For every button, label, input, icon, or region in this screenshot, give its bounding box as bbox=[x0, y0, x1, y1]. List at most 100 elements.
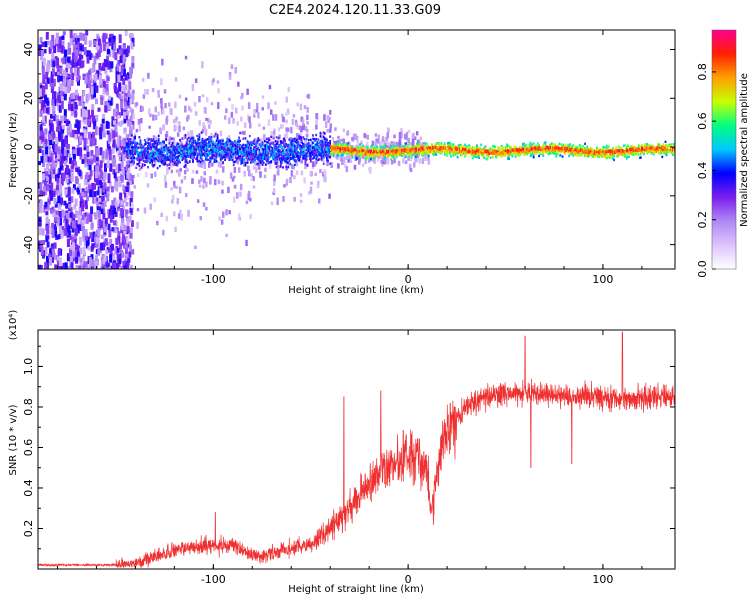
spectrogram-cell bbox=[299, 199, 303, 203]
spectrogram-cell bbox=[261, 152, 264, 155]
spectrogram-cell bbox=[216, 144, 219, 147]
spectrogram-cell bbox=[108, 149, 112, 155]
spectrogram-cell bbox=[287, 149, 290, 153]
spectrogram-cell bbox=[386, 157, 390, 165]
spectrogram-cell bbox=[129, 181, 132, 186]
spectrogram-cell bbox=[123, 230, 127, 235]
spectrogram-cell bbox=[102, 88, 106, 95]
spectrogram-cell bbox=[46, 202, 50, 210]
spectrogram-cell bbox=[42, 99, 46, 107]
spectrogram-cell bbox=[71, 251, 75, 258]
spectrogram-cell bbox=[267, 141, 269, 144]
spectrogram-cell bbox=[130, 42, 134, 50]
spectrogram-cell bbox=[248, 134, 251, 138]
spectrogram-cell bbox=[435, 143, 438, 146]
spectrogram-cell bbox=[244, 155, 247, 158]
spectrogram-cell bbox=[114, 228, 118, 234]
spectrogram-cell bbox=[393, 151, 396, 154]
spectrogram-cell bbox=[256, 163, 259, 166]
spectrogram-cell bbox=[312, 146, 314, 149]
spectrogram-cell bbox=[131, 142, 133, 145]
spectrogram-cell bbox=[82, 230, 86, 239]
spectrogram-cell bbox=[248, 155, 251, 159]
spectrogram-cell bbox=[192, 158, 194, 162]
spectrogram-cell bbox=[49, 257, 53, 266]
spectrogram-cell bbox=[144, 147, 147, 150]
spectrogram-cell bbox=[141, 106, 144, 112]
spectrogram-cell bbox=[309, 158, 312, 161]
spectrogram-cell bbox=[131, 124, 134, 129]
spectrogram-cell bbox=[72, 154, 76, 159]
spectrogram-cell bbox=[306, 121, 309, 125]
spectrogram-cell bbox=[434, 144, 436, 148]
spectrogram-cell bbox=[96, 148, 100, 158]
spectrogram-cell bbox=[125, 186, 129, 192]
spectrogram-cell bbox=[69, 248, 72, 257]
spectrogram-cell bbox=[227, 186, 230, 193]
spectrogram-cell bbox=[366, 146, 369, 149]
spectrogram-cell bbox=[164, 146, 166, 149]
spectrogram-cell bbox=[201, 129, 205, 133]
spectrogram-cell bbox=[437, 147, 440, 150]
spectrogram-cell bbox=[444, 146, 447, 149]
spectrogram-cell bbox=[134, 135, 136, 138]
spectrogram-cell bbox=[377, 154, 380, 158]
spectrogram-cell bbox=[132, 136, 136, 142]
spectrogram-cell bbox=[154, 171, 157, 177]
spectrogram-cell bbox=[256, 103, 259, 110]
spectrogram-cell bbox=[123, 189, 127, 195]
spectrogram-cell bbox=[286, 152, 289, 156]
spectrogram-cell bbox=[323, 149, 326, 152]
spectrogram-cell bbox=[353, 151, 356, 154]
spectrogram-cell bbox=[44, 131, 48, 138]
spectrogram-cell bbox=[147, 166, 149, 169]
spectrogram-cell bbox=[81, 203, 85, 212]
spectrogram-cell bbox=[142, 94, 146, 99]
spectrogram-cell bbox=[38, 216, 42, 223]
spectrogram-cell bbox=[200, 175, 203, 182]
spectrogram-cell bbox=[233, 184, 237, 189]
spectrogram-cell bbox=[165, 137, 168, 141]
spectrogram-cell bbox=[440, 142, 443, 145]
spectrogram-cell bbox=[151, 139, 154, 142]
spectrogram-cell bbox=[276, 200, 279, 206]
spectrogram-cell bbox=[235, 107, 238, 114]
spectrogram-cell bbox=[136, 148, 139, 152]
spectrogram-cell bbox=[311, 149, 313, 152]
spectrogram-cell bbox=[267, 145, 269, 148]
spectrogram-cell bbox=[228, 147, 231, 151]
spectrogram-cell bbox=[304, 152, 307, 155]
spectrogram-cell bbox=[261, 150, 264, 153]
spectrogram-cell bbox=[97, 51, 101, 58]
spectrogram-cell bbox=[184, 136, 187, 139]
spectrogram-cell bbox=[209, 157, 211, 160]
spectrogram-cell bbox=[334, 144, 337, 148]
spectrogram-cell bbox=[188, 159, 191, 163]
spectrogram-cell bbox=[276, 148, 279, 151]
spectrogram-cell bbox=[203, 125, 206, 130]
spectrogram-cell bbox=[77, 41, 80, 48]
spectrogram-cell bbox=[151, 155, 154, 158]
spectrogram-cell bbox=[84, 36, 88, 45]
spectrogram-cell bbox=[239, 143, 241, 147]
spectrogram-cell bbox=[65, 165, 69, 173]
spectrogram-cell bbox=[114, 211, 118, 217]
spectrogram-cell bbox=[93, 191, 97, 197]
spectrogram-cell bbox=[50, 40, 54, 50]
spectrogram-cell bbox=[337, 154, 340, 157]
spectrogram-cell bbox=[307, 149, 310, 152]
spectrogram-cell bbox=[392, 149, 395, 153]
spectrogram-cell bbox=[299, 144, 301, 147]
spectrogram-cell bbox=[74, 110, 78, 118]
spectrogram-cell bbox=[320, 158, 323, 161]
spectrogram-cell bbox=[64, 155, 68, 163]
spectrogram-cell bbox=[92, 267, 96, 269]
spectrogram-cell bbox=[130, 220, 134, 227]
spectrogram-cell bbox=[140, 143, 143, 147]
spectrogram-cell bbox=[458, 150, 461, 153]
spectrogram-cell bbox=[302, 136, 305, 139]
spectrogram-cell bbox=[174, 101, 177, 109]
spectrogram-cell bbox=[221, 189, 224, 194]
spectrogram-cell bbox=[253, 158, 255, 161]
spectrogram-cell bbox=[84, 174, 88, 182]
